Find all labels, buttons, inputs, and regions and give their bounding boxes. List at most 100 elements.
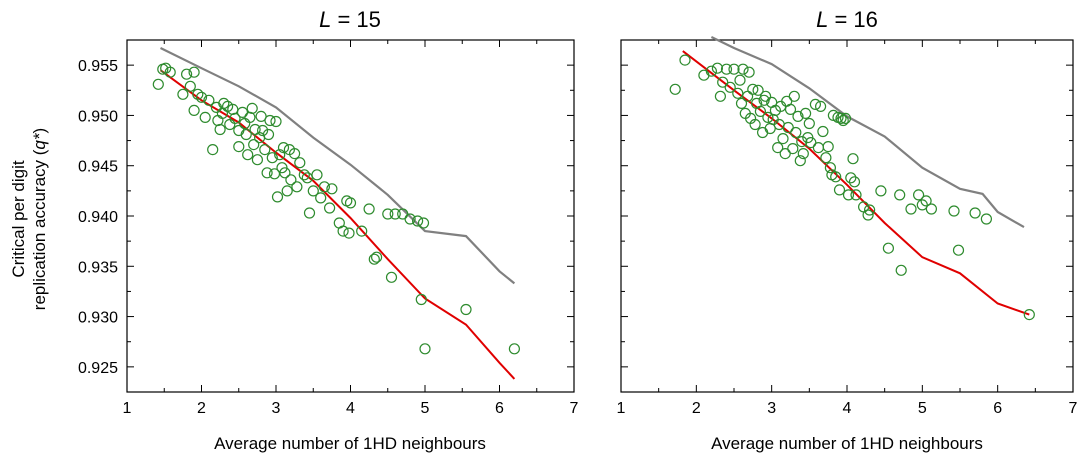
data-point (814, 100, 827, 113)
y-axis-label-line2: replication accuracy (q*) (30, 128, 49, 310)
data-point (805, 137, 817, 149)
data-point (916, 199, 928, 211)
data-point (679, 54, 691, 66)
data-point (772, 142, 784, 154)
data-point (747, 83, 759, 95)
chart-title-l15: L = 15 (319, 7, 381, 32)
data-point (236, 106, 249, 119)
data-point (839, 112, 852, 125)
data-point (787, 143, 799, 155)
data-point (242, 149, 254, 161)
data-point (363, 203, 375, 215)
data-point (508, 343, 521, 355)
data-point (192, 88, 204, 100)
data-point (261, 167, 273, 179)
fit-line (159, 69, 516, 380)
upper-bound-line (710, 36, 1025, 229)
data-point (152, 78, 164, 90)
data-point (262, 128, 275, 141)
data-point (199, 111, 211, 124)
x-tick-label: 3 (272, 400, 281, 417)
data-point (266, 152, 278, 164)
data-point (246, 102, 258, 115)
data-point (277, 142, 290, 154)
data-point (212, 114, 224, 127)
data-point (224, 118, 236, 131)
data-point (285, 174, 297, 186)
data-point (318, 181, 330, 193)
data-point (368, 253, 380, 265)
data-point (412, 215, 424, 227)
data-point (404, 213, 416, 225)
data-point (794, 155, 806, 167)
data-point (307, 185, 319, 197)
data-point (792, 110, 804, 123)
title-value: = 15 (331, 7, 381, 32)
data-point (820, 152, 832, 164)
chart-title-l16: L = 16 (816, 7, 878, 32)
data-point (371, 251, 383, 263)
data-point (754, 105, 767, 118)
data-point (824, 162, 837, 174)
x-tick-label: 6 (993, 400, 1002, 417)
data-point (925, 203, 938, 215)
data-point (732, 87, 744, 99)
data-point (385, 271, 398, 283)
data-point (743, 66, 755, 78)
data-point (782, 121, 794, 134)
data-point (289, 148, 301, 160)
data-point (799, 107, 812, 120)
data-point (294, 157, 306, 169)
plot-frame (126, 39, 575, 393)
data-point (980, 213, 993, 225)
data-point (724, 81, 736, 93)
y-tick-label: 0.955 (78, 58, 118, 75)
data-point (735, 97, 748, 110)
x-tick-label: 4 (843, 400, 852, 417)
data-point (315, 192, 327, 204)
data-point (382, 208, 394, 220)
data-point (788, 90, 800, 102)
data-point (281, 185, 293, 197)
y-tick-label: 0.925 (78, 360, 118, 377)
data-point (812, 142, 825, 154)
data-point (847, 153, 859, 165)
data-point (203, 94, 215, 106)
data-point (311, 169, 323, 181)
title-variable: L (816, 7, 828, 32)
data-point (291, 181, 303, 193)
data-point (248, 139, 260, 151)
data-point (669, 83, 681, 95)
data-point (188, 66, 200, 78)
data-point (796, 136, 808, 148)
data-point (809, 98, 822, 111)
data-point (797, 148, 809, 160)
data-point (244, 111, 256, 124)
data-point (720, 63, 733, 75)
data-point (882, 242, 895, 254)
y-axis-label: Critical per digit replication accuracy … (9, 128, 49, 310)
data-point (264, 114, 276, 127)
data-point (952, 244, 965, 256)
data-point (218, 97, 230, 110)
data-point (698, 69, 710, 81)
data-point (759, 90, 772, 102)
y-tick-label: 0.950 (78, 108, 118, 125)
data-point (779, 148, 791, 160)
x-tick-label: 1 (617, 400, 626, 417)
data-point (845, 172, 857, 184)
data-point (905, 203, 917, 215)
data-point (324, 202, 336, 214)
x-axis-label-l15: Average number of 1HD neighbours (214, 434, 486, 453)
x-tick-label: 1 (123, 400, 132, 417)
y-tick-label: 0.940 (78, 209, 118, 226)
data-point (822, 141, 834, 153)
data-point (850, 189, 862, 201)
data-point (184, 80, 196, 92)
x-tick-label: 4 (346, 400, 355, 417)
data-point (705, 65, 718, 77)
data-point (734, 74, 746, 86)
data-point (762, 111, 774, 124)
data-point (255, 110, 267, 123)
data-point (181, 68, 193, 80)
